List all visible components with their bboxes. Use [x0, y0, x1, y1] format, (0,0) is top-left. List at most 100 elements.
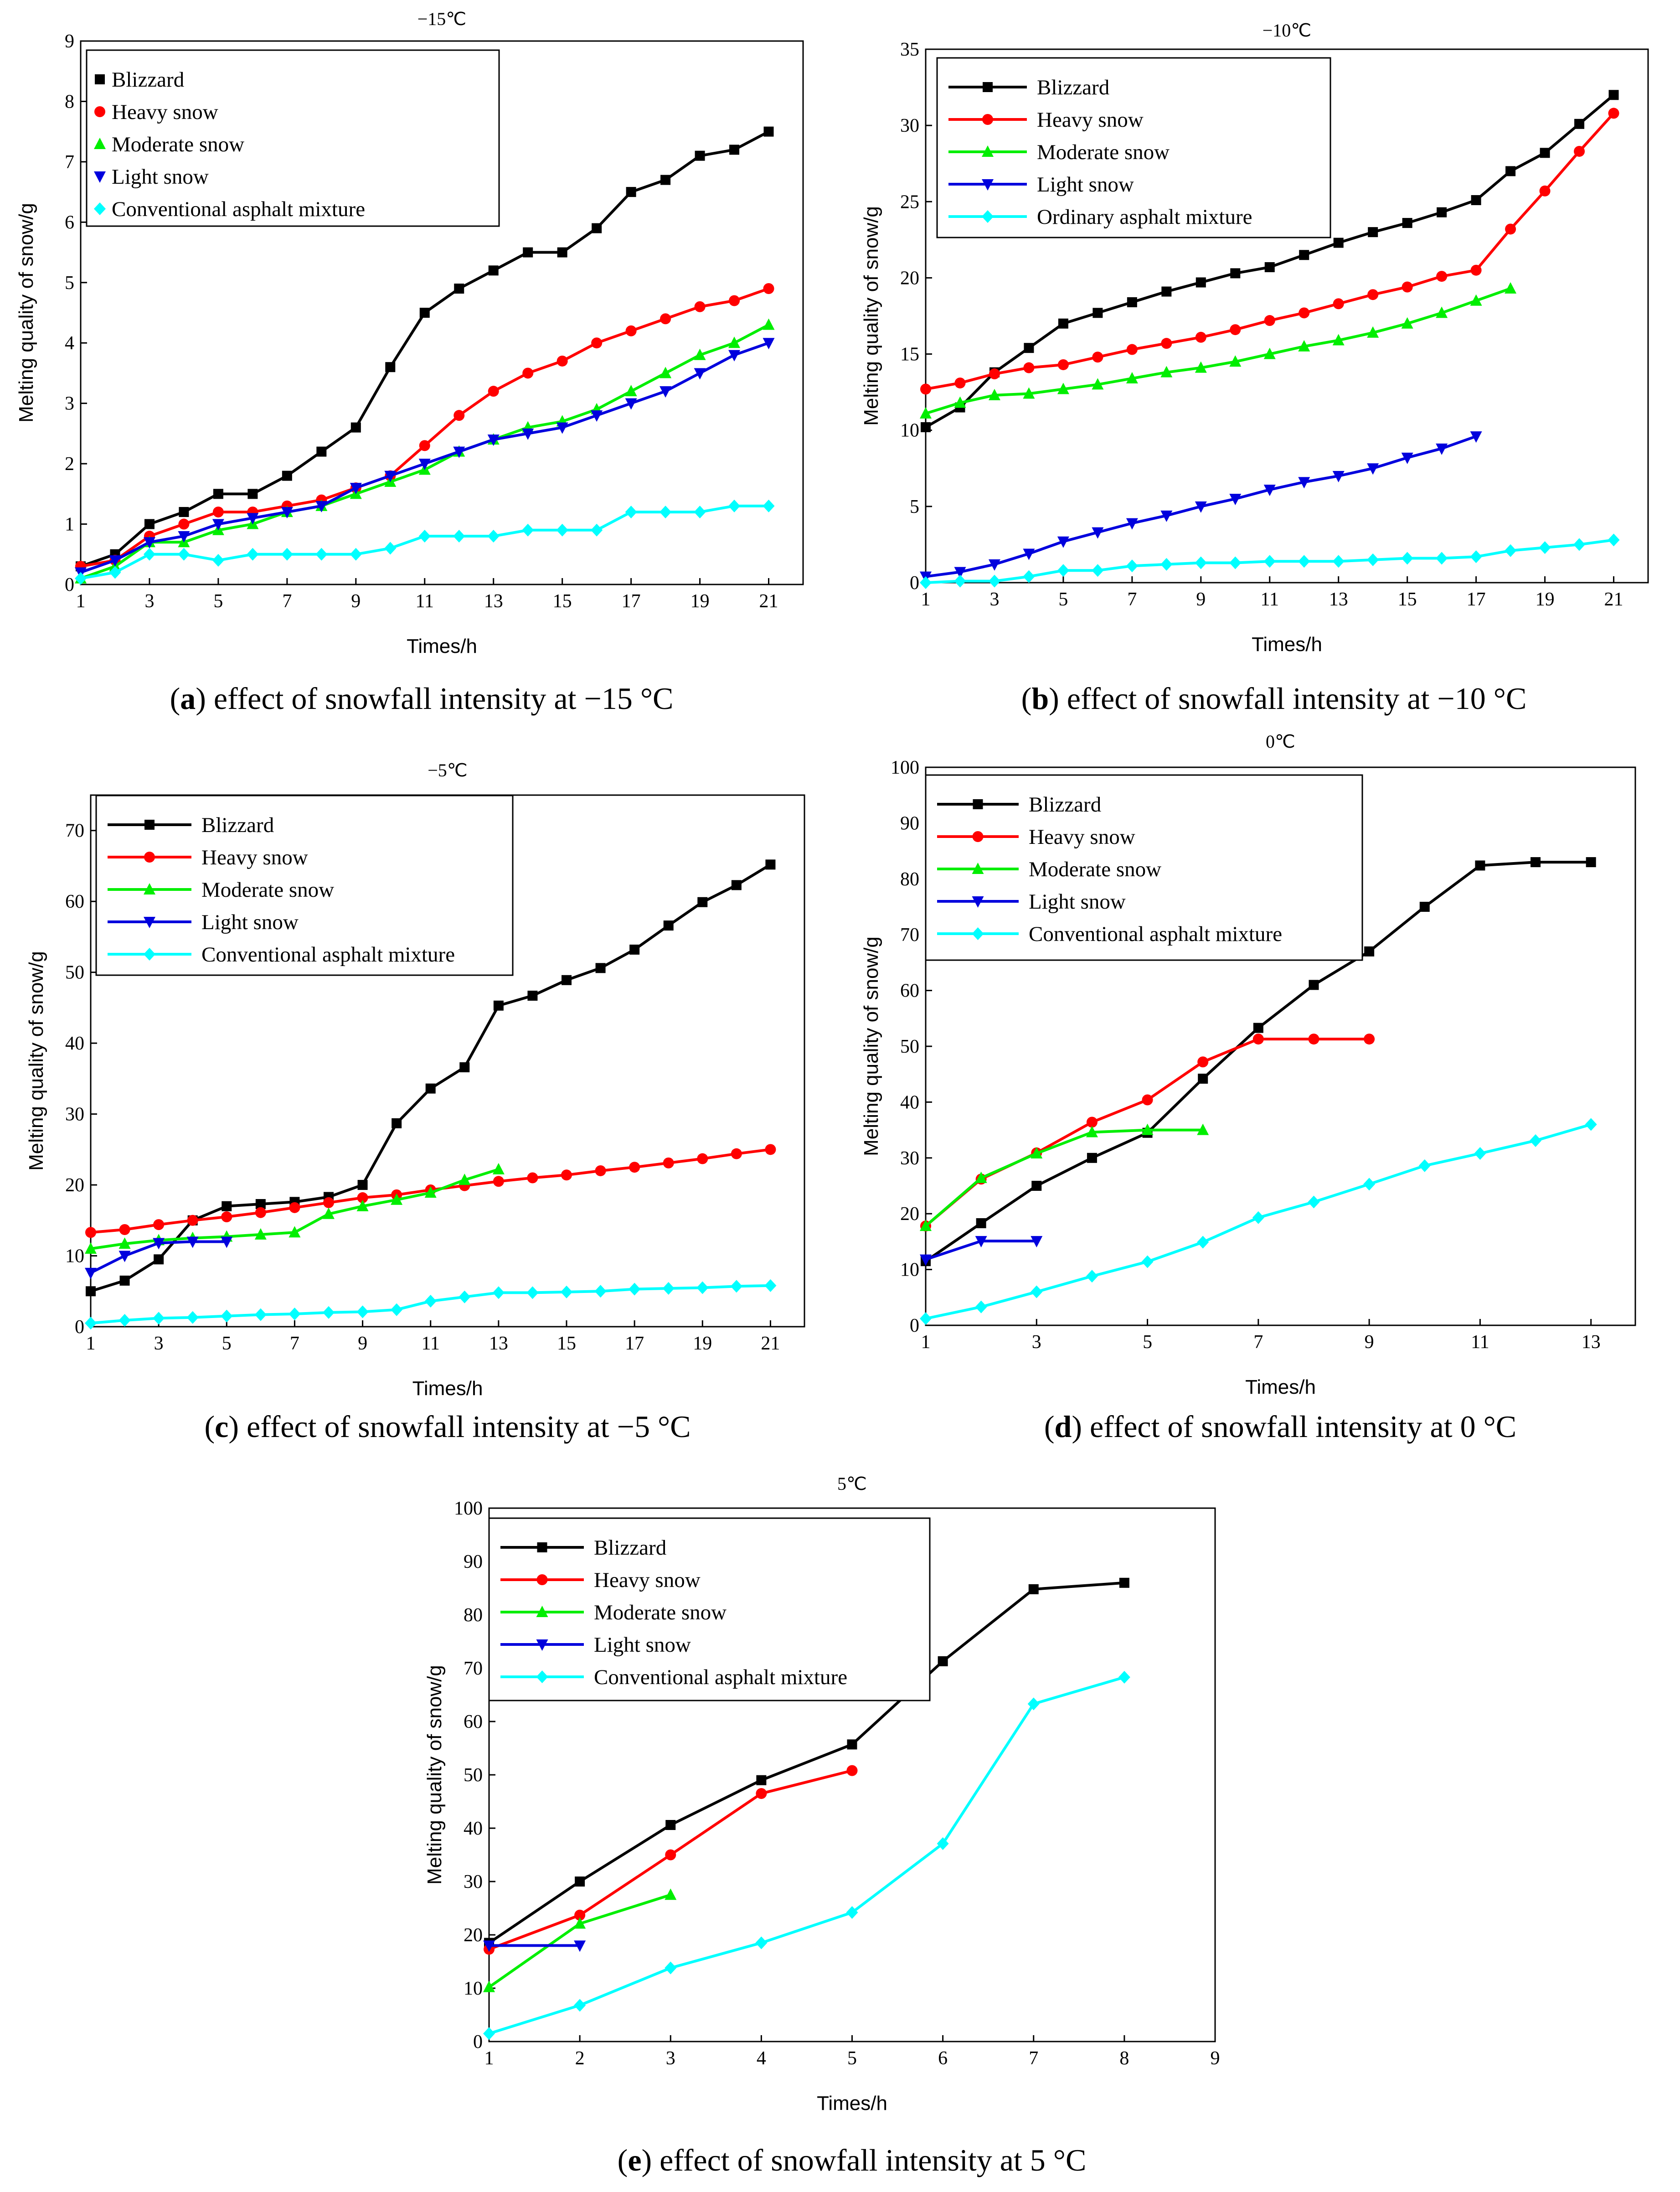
data-point-light-snow-b [1263, 485, 1276, 496]
data-point-blizzard-a [385, 362, 396, 372]
y-axis-label-d: Melting quality of snow/g [860, 936, 882, 1156]
y-tick-label-e: 30 [464, 1871, 483, 1892]
data-point-ordinary-asphalt-mixture-b [1332, 555, 1345, 568]
data-point-moderate-snow-c [119, 1237, 131, 1249]
data-point-light-snow-d [920, 1254, 932, 1266]
caption-text-a: ) effect of snowfall intensity at −15 °C [196, 681, 673, 716]
x-tick-label-d: 11 [1471, 1332, 1489, 1353]
legend-label-moderate-snow-a: Moderate snow [112, 133, 244, 156]
data-point-light-snow-b [1298, 477, 1310, 489]
data-point-blizzard-c [562, 975, 572, 985]
data-point-light-snow-d [975, 1236, 987, 1248]
data-point-blizzard-d [1031, 1181, 1042, 1191]
data-point-blizzard-c [154, 1254, 164, 1265]
legend-marker-light-snow-b [982, 179, 994, 191]
x-tick-label-e: 8 [1119, 2048, 1129, 2069]
data-point-light-snow-a [453, 446, 465, 458]
data-point-ordinary-asphalt-mixture-b [1470, 550, 1482, 564]
legend-label-moderate-snow-b: Moderate snow [1037, 140, 1170, 164]
data-point-light-snow-a [763, 338, 775, 350]
x-tick-label-c: 13 [489, 1333, 508, 1354]
legend-label-moderate-snow-c: Moderate snow [201, 878, 334, 902]
x-tick-label-a: 7 [282, 591, 292, 612]
legend-box-a [86, 49, 500, 227]
x-tick-label-c: 15 [557, 1333, 576, 1354]
data-point-heavy-snow-e [574, 1909, 586, 1921]
x-tick-label-c: 21 [761, 1333, 780, 1354]
data-point-conventional-asphalt-mixture-d [1031, 1285, 1043, 1298]
x-tick-label-e: 5 [847, 2048, 857, 2069]
y-tick-label-e: 50 [464, 1765, 483, 1786]
data-point-heavy-snow-b [1608, 108, 1619, 119]
data-point-blizzard-a [626, 187, 636, 197]
data-point-light-snow-b [1195, 501, 1207, 513]
data-point-conventional-asphalt-mixture-a [694, 506, 706, 519]
data-point-light-snow-b [1470, 431, 1482, 443]
data-point-blizzard-a [247, 489, 258, 499]
legend-marker-light-snow-c [144, 917, 155, 928]
series-conventional-asphalt-mixture-c [85, 1279, 777, 1330]
data-point-conventional-asphalt-mixture-a [591, 523, 603, 537]
data-point-blizzard-b [1333, 238, 1344, 248]
y-tick-label-c: 10 [65, 1246, 84, 1267]
data-point-blizzard-d [1309, 980, 1319, 990]
series-heavy-snow-a [75, 283, 774, 572]
data-point-blizzard-b [1299, 250, 1309, 260]
data-point-ordinary-asphalt-mixture-b [1160, 558, 1173, 571]
series-conventional-asphalt-mixture-a [75, 499, 775, 585]
series-line-blizzard-e [488, 1581, 1125, 1944]
y-tick-label-d: 70 [900, 925, 919, 946]
data-point-conventional-asphalt-mixture-e [1027, 1697, 1040, 1711]
data-point-blizzard-c [493, 1000, 504, 1011]
data-point-conventional-asphalt-mixture-a [728, 499, 741, 512]
data-point-light-snow-a [660, 386, 672, 398]
legend-label-moderate-snow-e: Moderate snow [594, 1601, 727, 1624]
caption-c: (c) effect of snowfall intensity at −5 °… [205, 1409, 691, 1444]
data-point-blizzard-d [1364, 946, 1375, 956]
data-point-ordinary-asphalt-mixture-b [1298, 555, 1310, 568]
data-point-moderate-snow-b [1023, 387, 1035, 399]
data-point-blizzard-a [523, 247, 533, 258]
data-point-conventional-asphalt-mixture-c [459, 1290, 471, 1303]
legend-label-conventional-asphalt-mixture-c: Conventional asphalt mixture [201, 943, 455, 967]
data-point-light-snow-b [988, 559, 1000, 571]
data-point-blizzard-a [419, 308, 430, 318]
data-point-moderate-snow-a [625, 385, 637, 397]
legend-marker-heavy-snow-c [144, 852, 155, 863]
legend-label-conventional-asphalt-mixture-e: Conventional asphalt mixture [594, 1665, 847, 1689]
data-point-ordinary-asphalt-mixture-b [1195, 556, 1207, 569]
data-point-light-snow-a [487, 434, 500, 446]
y-tick-label-b: 35 [900, 39, 919, 60]
data-point-conventional-asphalt-mixture-d [1197, 1236, 1209, 1249]
data-point-heavy-snow-a [625, 325, 637, 336]
x-tick-label-b: 7 [1127, 589, 1137, 610]
data-point-conventional-asphalt-mixture-d [1585, 1118, 1597, 1131]
y-tick-label-d: 40 [900, 1092, 919, 1113]
y-tick-label-e: 100 [454, 1498, 483, 1519]
data-point-heavy-snow-c [765, 1144, 776, 1155]
data-point-moderate-snow-b [1195, 361, 1207, 373]
x-axis-label-b: Times/h [1252, 633, 1322, 656]
y-tick-label-d: 60 [900, 981, 919, 1002]
data-point-light-snow-b [1023, 548, 1035, 560]
data-point-heavy-snow-b [920, 383, 931, 395]
y-tick-label-c: 20 [65, 1175, 84, 1196]
data-point-blizzard-e [665, 1820, 676, 1830]
data-point-blizzard-d [1586, 857, 1596, 868]
caption-label-d: d [1055, 1409, 1072, 1444]
data-point-conventional-asphalt-mixture-c [424, 1295, 437, 1308]
data-point-moderate-snow-e [665, 1888, 677, 1900]
x-tick-label-e: 6 [938, 2048, 948, 2069]
data-point-light-snow-c [85, 1267, 97, 1279]
legend-label-light-snow-e: Light snow [594, 1633, 691, 1657]
legend-label-heavy-snow-a: Heavy snow [112, 100, 218, 124]
data-point-heavy-snow-d [1086, 1117, 1098, 1128]
x-tick-label-a: 19 [691, 591, 710, 612]
y-tick-label-d: 0 [910, 1315, 919, 1336]
data-point-heavy-snow-b [1333, 298, 1344, 310]
data-point-light-snow-b [1092, 527, 1104, 539]
data-point-blizzard-b [1505, 166, 1516, 176]
data-point-heavy-snow-c [697, 1153, 708, 1164]
data-point-moderate-snow-b [1298, 340, 1310, 352]
